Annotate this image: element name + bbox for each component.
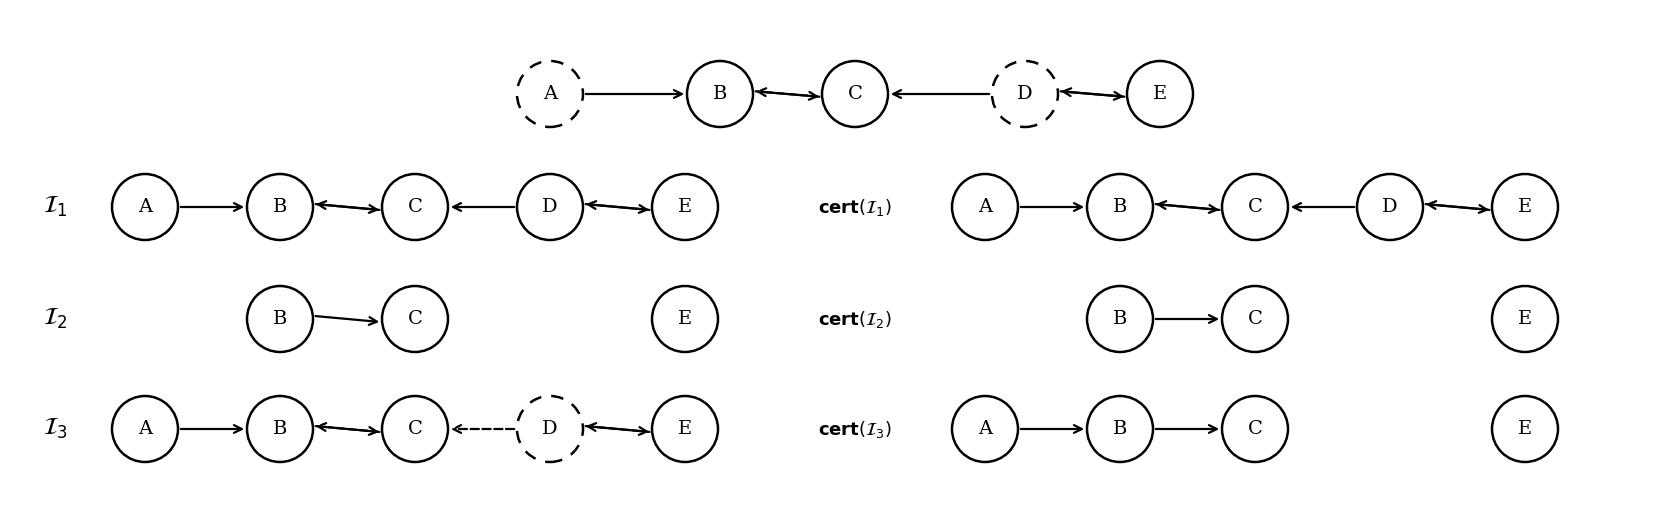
Text: C: C [407,310,422,328]
Text: C: C [1248,198,1263,216]
Ellipse shape [1493,396,1557,462]
Text: B: B [1112,198,1127,216]
Text: E: E [679,198,692,216]
Text: A: A [137,420,152,438]
Text: E: E [679,310,692,328]
Text: C: C [407,420,422,438]
Ellipse shape [1221,174,1288,240]
Ellipse shape [1127,61,1193,127]
Text: A: A [978,420,991,438]
Text: $\mathbf{cert}(\mathcal{I}_1)$: $\mathbf{cert}(\mathcal{I}_1)$ [818,197,892,217]
Text: C: C [847,85,862,103]
Text: C: C [1248,310,1263,328]
Text: B: B [713,85,727,103]
Ellipse shape [382,286,449,352]
Text: E: E [1518,420,1533,438]
Text: E: E [679,420,692,438]
Ellipse shape [823,61,889,127]
Text: C: C [1248,420,1263,438]
Ellipse shape [516,61,583,127]
Ellipse shape [382,396,449,462]
Ellipse shape [652,396,718,462]
Ellipse shape [1221,286,1288,352]
Ellipse shape [952,174,1018,240]
Text: $\mathcal{I}_1$: $\mathcal{I}_1$ [43,195,68,219]
Ellipse shape [247,286,313,352]
Ellipse shape [247,396,313,462]
Ellipse shape [1087,174,1154,240]
Ellipse shape [991,61,1058,127]
Ellipse shape [516,174,583,240]
Text: B: B [273,198,288,216]
Text: B: B [1112,420,1127,438]
Ellipse shape [1357,174,1423,240]
Text: $\mathbf{cert}(\mathcal{I}_2)$: $\mathbf{cert}(\mathcal{I}_2)$ [818,308,892,330]
Ellipse shape [1493,286,1557,352]
Text: $\mathcal{I}_3$: $\mathcal{I}_3$ [43,417,68,441]
Text: A: A [978,198,991,216]
Ellipse shape [1087,396,1154,462]
Ellipse shape [247,174,313,240]
Text: $\mathbf{cert}(\mathcal{I}_3)$: $\mathbf{cert}(\mathcal{I}_3)$ [818,418,892,440]
Text: C: C [407,198,422,216]
Ellipse shape [687,61,753,127]
Ellipse shape [952,396,1018,462]
Ellipse shape [1087,286,1154,352]
Ellipse shape [382,174,449,240]
Text: D: D [543,420,558,438]
Text: D: D [1018,85,1033,103]
Text: A: A [543,85,558,103]
Text: B: B [273,310,288,328]
Ellipse shape [652,286,718,352]
Text: B: B [273,420,288,438]
Text: D: D [543,198,558,216]
Text: A: A [137,198,152,216]
Text: E: E [1518,198,1533,216]
Ellipse shape [113,174,179,240]
Text: D: D [1382,198,1398,216]
Text: E: E [1518,310,1533,328]
Text: B: B [1112,310,1127,328]
Text: $\mathcal{I}_2$: $\mathcal{I}_2$ [43,307,68,331]
Ellipse shape [516,396,583,462]
Ellipse shape [652,174,718,240]
Ellipse shape [1221,396,1288,462]
Ellipse shape [1493,174,1557,240]
Ellipse shape [113,396,179,462]
Text: E: E [1154,85,1167,103]
